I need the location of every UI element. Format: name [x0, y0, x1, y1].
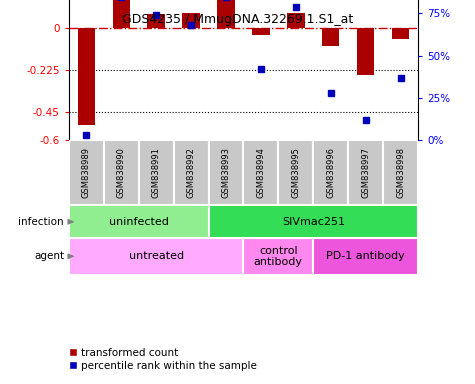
Bar [182, 13, 200, 28]
Text: GSM838995: GSM838995 [291, 147, 300, 198]
Bar [113, 0, 130, 28]
Bar [348, 140, 383, 205]
Bar [139, 140, 173, 205]
Bar [147, 14, 165, 28]
Text: GSM838998: GSM838998 [396, 147, 405, 198]
Bar [314, 238, 418, 275]
Text: GSM838993: GSM838993 [221, 147, 230, 198]
Bar [392, 28, 409, 39]
Text: infection: infection [19, 217, 64, 227]
Text: uninfected: uninfected [109, 217, 169, 227]
Bar [217, 0, 235, 28]
Text: PD-1 antibody: PD-1 antibody [326, 251, 405, 262]
Bar [278, 140, 314, 205]
Legend: transformed count, percentile rank within the sample: transformed count, percentile rank withi… [65, 344, 261, 375]
Bar [209, 205, 418, 238]
Bar [322, 28, 340, 46]
Bar [357, 28, 374, 75]
Bar [69, 140, 104, 205]
Bar [77, 28, 95, 125]
Text: GSM838994: GSM838994 [256, 147, 266, 198]
Bar [174, 140, 209, 205]
Bar [287, 13, 304, 28]
Text: GSM838991: GSM838991 [152, 147, 161, 198]
Text: GSM838990: GSM838990 [117, 147, 126, 198]
Bar [252, 28, 270, 35]
Bar [209, 140, 243, 205]
Bar [383, 140, 418, 205]
Text: GSM838989: GSM838989 [82, 147, 91, 198]
Text: untreated: untreated [129, 251, 184, 262]
Text: control
antibody: control antibody [254, 245, 303, 267]
Text: GDS4235 / MmugDNA.32269.1.S1_at: GDS4235 / MmugDNA.32269.1.S1_at [122, 13, 353, 26]
Bar [69, 238, 243, 275]
Text: GSM838997: GSM838997 [361, 147, 370, 198]
Text: agent: agent [34, 251, 64, 262]
Bar [243, 238, 314, 275]
Bar [243, 140, 278, 205]
Bar [69, 205, 209, 238]
Text: GSM838996: GSM838996 [326, 147, 335, 198]
Bar [104, 140, 139, 205]
Text: GSM838992: GSM838992 [187, 147, 196, 198]
Bar [314, 140, 348, 205]
Text: SIVmac251: SIVmac251 [282, 217, 345, 227]
